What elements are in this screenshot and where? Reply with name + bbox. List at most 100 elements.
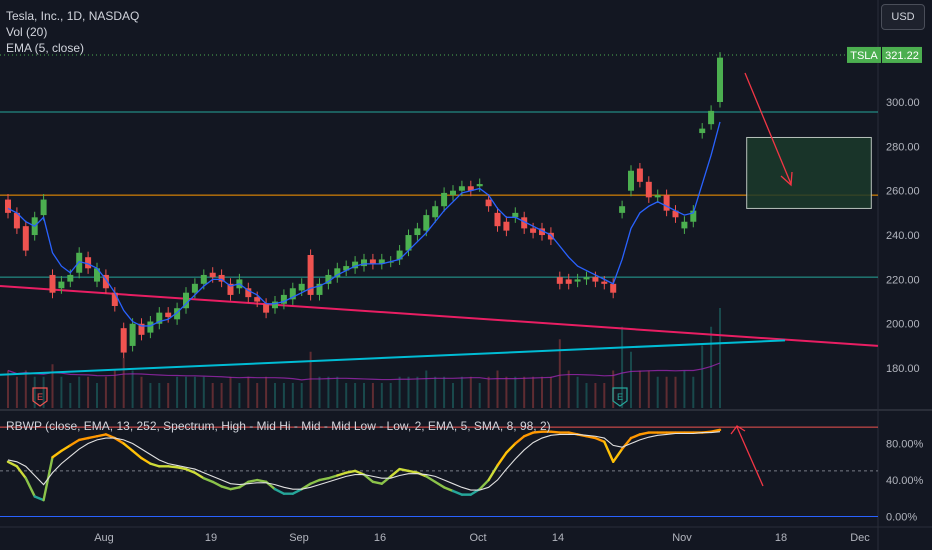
rbwp-segment [149, 462, 161, 468]
volume-bar [282, 383, 285, 408]
time-tick-label: 14 [552, 532, 564, 544]
candle-body [458, 186, 465, 191]
rbwp-segment [15, 465, 27, 480]
rbwp-segment [6, 460, 19, 468]
candle-body [369, 259, 376, 264]
volume-bar [291, 383, 294, 408]
time-tick-label: Aug [94, 532, 114, 544]
volume-bar [576, 376, 579, 408]
candle-body [94, 268, 100, 282]
legend-ema[interactable]: EMA (5, close) [6, 41, 85, 55]
volume-bar [469, 376, 472, 408]
legend-symbol[interactable]: Tesla, Inc., 1D, NASDAQ [6, 9, 140, 23]
rbwp-segment [273, 487, 286, 495]
volume-bar [487, 376, 490, 408]
candle-body [476, 184, 483, 187]
rbwp-segment [531, 430, 544, 434]
candle-body [441, 192, 448, 207]
candle-body [289, 288, 296, 300]
volume-bar [710, 326, 713, 408]
rbwp-segment [122, 442, 134, 453]
rbwp-segment [523, 431, 535, 438]
forecast-arrow [744, 72, 792, 185]
indicator-tick-label: 0.00% [886, 512, 917, 524]
volume-bar [389, 383, 392, 408]
volume-bar [434, 376, 437, 408]
volume-bar [167, 383, 170, 408]
candle-body [58, 281, 65, 289]
time-tick-label: Nov [672, 532, 692, 544]
rbwp-segment [451, 489, 464, 496]
price-tick-label: 240.00 [886, 230, 920, 242]
candle-body [556, 277, 563, 284]
rbwp-segment [603, 440, 615, 463]
candle-body [361, 259, 367, 267]
volume-bar [300, 383, 303, 408]
volume-bar [363, 383, 365, 408]
rbwp-segment [291, 487, 303, 495]
rbwp-segment [353, 469, 366, 476]
rbwp-segment [336, 471, 348, 477]
rbwp-segment [425, 475, 437, 484]
forecast-arrow-head [780, 171, 793, 187]
volume-bar [87, 376, 90, 408]
volume-bar [541, 376, 543, 408]
candle-body [503, 221, 510, 231]
indicator-arrow-head [730, 425, 746, 435]
volume-bar [452, 383, 454, 408]
currency-button[interactable]: USD [881, 4, 925, 30]
rbwp-segment [309, 478, 321, 485]
volume-sma-line [7, 362, 721, 381]
earnings-marker-label: E [37, 392, 43, 402]
rbwp-segment [620, 436, 633, 451]
candle-body [512, 212, 519, 218]
candle-body [147, 321, 154, 333]
candle-body [467, 186, 474, 191]
candle-body [601, 281, 608, 284]
rbwp-segment [131, 449, 143, 460]
candle-body [325, 274, 332, 284]
volume-bar [701, 345, 704, 408]
volume-bar [523, 376, 526, 408]
price-tick-label: 280.00 [886, 141, 920, 153]
volume-bar [443, 376, 446, 408]
candle-body [485, 199, 492, 207]
candle-body [263, 303, 270, 313]
candle-body [191, 283, 198, 293]
candle-body [200, 274, 207, 284]
candle-body [102, 274, 109, 289]
indicator-arrow [736, 426, 764, 487]
legend-volume[interactable]: Vol (20) [6, 25, 48, 39]
rbwp-segment [86, 435, 99, 440]
rbwp-segment [487, 464, 499, 482]
volume-bar [425, 370, 428, 408]
candle-body [85, 257, 92, 269]
candle-body [547, 232, 554, 240]
volume-bar [336, 376, 339, 408]
rbwp-segment [594, 436, 606, 443]
volume-bar [558, 339, 561, 408]
candle-body [22, 226, 29, 251]
candle-body [396, 250, 403, 260]
candle-body [654, 195, 661, 198]
candle-body [663, 195, 670, 211]
candle-body [316, 283, 323, 295]
candle-body [165, 312, 172, 318]
candle-body [717, 57, 723, 102]
volume-bar [78, 376, 81, 408]
volume-bar [398, 376, 401, 408]
rbwp-segment [202, 477, 214, 484]
legend-rbwp[interactable]: RBWP (close, EMA, 13, 252, Spectrum, Hig… [6, 419, 551, 433]
time-tick-label: Oct [469, 532, 486, 544]
candle-body [405, 235, 412, 251]
volume-bar [549, 376, 552, 408]
rbwp-segment [345, 469, 357, 474]
candle-body [343, 266, 350, 271]
rbwp-segment [362, 473, 375, 484]
rbwp-segment [371, 480, 383, 485]
candle-body [494, 212, 501, 227]
rbwp-segment [211, 480, 223, 488]
